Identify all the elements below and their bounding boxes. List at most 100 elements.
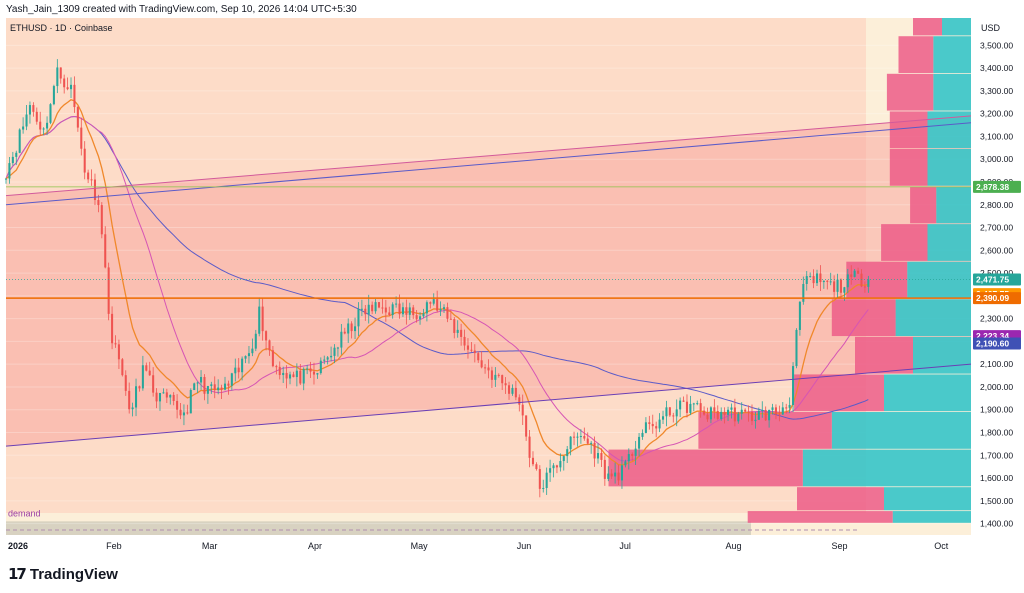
candle-body [528, 436, 531, 458]
volume-profile-buy-bar [933, 36, 971, 73]
candle-body [104, 234, 107, 268]
candle-body [672, 415, 675, 417]
candle-body [730, 407, 733, 410]
candle-body [446, 307, 449, 319]
candle-body [631, 454, 634, 456]
volume-profile-sell-bar [881, 224, 928, 261]
candle-body [473, 350, 476, 354]
currency-label: USD [981, 23, 1001, 33]
price-label-text: 2,390.09 [976, 293, 1009, 303]
candle-body [685, 401, 689, 413]
candle-body [217, 387, 220, 391]
candle-body [655, 426, 658, 429]
candle-body [795, 329, 798, 367]
candle-body [480, 360, 483, 368]
candle-body [278, 366, 281, 376]
candle-body [189, 390, 192, 414]
candle-body [579, 436, 582, 438]
candle-body [764, 409, 767, 421]
volume-profile-buy-bar [831, 412, 971, 449]
candle-body [176, 400, 179, 410]
candle-body [648, 422, 651, 424]
candle-body [826, 280, 829, 282]
candle-body [336, 347, 339, 349]
candle-body [853, 270, 856, 277]
price-label-text: 2,471.75 [976, 275, 1009, 285]
candle-body [381, 307, 384, 309]
candle-body [35, 111, 38, 122]
candle-body [124, 375, 127, 391]
x-tick-label: May [411, 541, 429, 551]
candle-body [261, 306, 264, 332]
x-axis[interactable]: 2026 Feb Mar Apr May Jun Jul Aug Sep Oct [0, 535, 1024, 558]
candle-body [162, 392, 165, 394]
candle-body [843, 287, 846, 293]
candle-body [347, 323, 350, 334]
volume-profile-sell-bar [831, 299, 896, 337]
candle-body [600, 453, 603, 460]
candle-body [395, 303, 398, 305]
candle-body [254, 333, 257, 349]
x-tick-label: Feb [106, 541, 122, 551]
candle-body [699, 403, 702, 411]
candle-body [761, 409, 764, 411]
candle-body [836, 279, 839, 292]
candle-body [367, 304, 370, 315]
candle-body [744, 409, 747, 412]
candle-body [429, 302, 432, 304]
candle-body [401, 307, 404, 315]
candle-body [798, 301, 801, 330]
tradingview-logo[interactable]: 17 TradingView [8, 565, 118, 583]
candle-body [152, 375, 155, 393]
candle-body [682, 400, 685, 402]
channel-upper-line [5, 115, 972, 197]
candle-body [93, 179, 96, 201]
price-chart[interactable]: demand ETHUSD · 1D · Coinbase USD 1,400.… [0, 18, 1024, 558]
candle-body [555, 465, 558, 468]
chart-frame[interactable]: demand ETHUSD · 1D · Coinbase USD 1,400.… [0, 18, 1024, 558]
candle-body [596, 453, 600, 459]
candle-body [340, 331, 343, 348]
candle-body [237, 367, 240, 373]
candle-body [285, 372, 288, 379]
candle-body [384, 307, 387, 313]
y-tick-label: 2,100.00 [980, 359, 1013, 369]
candle-body [833, 281, 836, 292]
candle-body [460, 329, 463, 337]
y-tick-label: 3,000.00 [980, 154, 1013, 164]
candle-body [668, 407, 671, 416]
candle-body [713, 407, 716, 412]
candle-body [508, 385, 511, 394]
candle-body [131, 407, 134, 410]
candle-body [374, 302, 377, 312]
candle-body [576, 436, 579, 438]
candle-body [56, 67, 59, 87]
candle-body [809, 276, 812, 278]
channel-lower-line [5, 363, 972, 447]
candle-body [391, 304, 394, 315]
candle-body [186, 412, 189, 414]
candle-body [419, 316, 422, 320]
candle-body [802, 283, 805, 302]
candle-body [607, 473, 610, 479]
candle-body [299, 370, 302, 384]
volume-profile-sell-bar [898, 36, 934, 73]
candle-body [179, 409, 182, 416]
volume-profile-buy-bar [802, 449, 971, 487]
candle-body [723, 411, 726, 415]
candle-body [49, 104, 52, 123]
candle-body [549, 468, 552, 473]
y-tick-label: 2,300.00 [980, 314, 1013, 324]
volume-profile [608, 18, 971, 523]
tradingview-logo-icon: 17 [8, 565, 27, 583]
x-tick-label: Mar [202, 541, 218, 551]
price-label-text: 2,190.60 [976, 339, 1009, 349]
volume-profile-buy-bar [907, 261, 971, 299]
candle-body [408, 307, 411, 315]
candle-body [716, 411, 719, 419]
candle-body [531, 457, 535, 465]
candle-body [559, 461, 562, 468]
candle-body [863, 286, 866, 288]
candle-body [658, 419, 661, 429]
candle-body [312, 371, 316, 375]
